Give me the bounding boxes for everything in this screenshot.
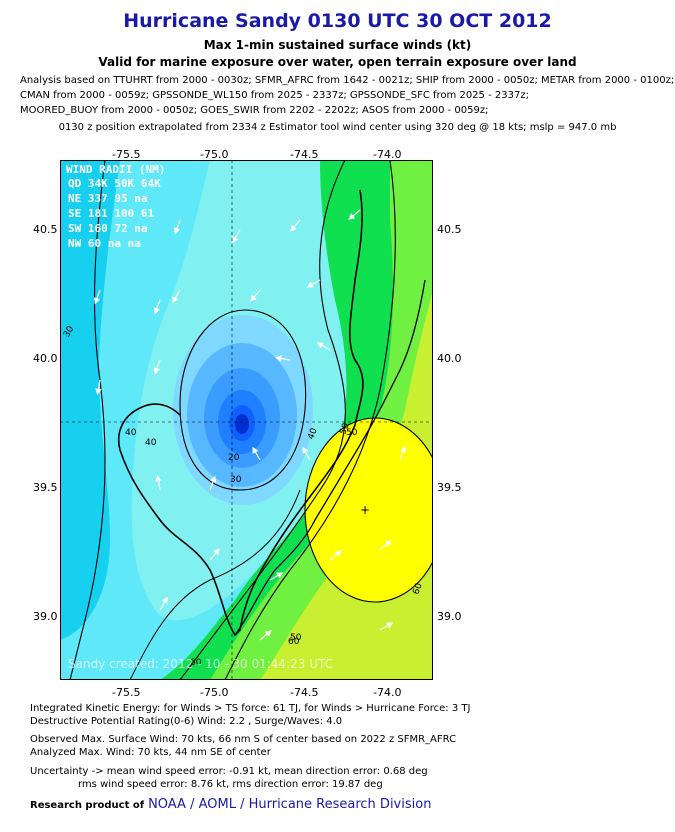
wind-radii-row: NE 337 95 na (68, 192, 147, 205)
wind-arrow-head (153, 307, 160, 315)
lon-tick-bottom: -75.0 (200, 686, 229, 699)
wind-radii-title: WIND RADII (NM) (66, 163, 165, 176)
creation-watermark: Sandy created: 2012 - 10 - 30 01:44:23 U… (68, 657, 333, 671)
wind-arrow-head (276, 572, 284, 579)
lon-tick-bottom: -74.5 (290, 686, 319, 699)
wind-arrow-head (153, 367, 160, 375)
research-label: Research product of (30, 800, 145, 811)
analysis-line: Analysis based on TTUHRT from 2000 - 003… (20, 75, 675, 86)
wind-arrow-head (400, 445, 407, 453)
wind-arrow-head (264, 630, 272, 637)
wind-arrow-head (306, 281, 314, 288)
contour-label: 60 (288, 637, 300, 647)
contour-label: 20 (228, 453, 240, 463)
wind-radii-row: SW 160 72 na (68, 222, 147, 235)
contour-label: 30 (230, 475, 242, 485)
lat-tick-right: 40.5 (437, 223, 462, 236)
lat-tick-right: 39.0 (437, 610, 462, 623)
research-org-link[interactable]: NOAA / AOML / Hurricane Research Divisio… (148, 797, 432, 812)
wind-arrow-head (155, 474, 162, 482)
contour-label: 50 (346, 428, 358, 438)
contour-label: 40 (145, 438, 157, 448)
contour-line (224, 160, 396, 680)
lon-tick-top: -75.5 (112, 148, 141, 161)
lon-tick-top: -75.0 (200, 148, 229, 161)
research-credit: Research product of NOAA / AOML / Hurrica… (30, 797, 431, 812)
wind-arrow-head (161, 596, 168, 604)
analysis-line: MOORED_BUOY from 2000 - 0050z; GOES_SWIR… (20, 105, 489, 116)
wind-arrow-head (93, 297, 100, 305)
analyzed-max-line: Analyzed Max. Wind: 70 kts, 44 nm SE of … (30, 747, 271, 758)
map-frame (60, 160, 433, 680)
wind-arrow-head (172, 296, 179, 304)
lon-tick-bottom: -75.5 (112, 686, 141, 699)
observed-max-line: Observed Max. Surface Wind: 70 kts, 66 n… (30, 734, 457, 745)
chart-title: Hurricane Sandy 0130 UTC 30 OCT 2012 (123, 10, 552, 32)
dpr-line: Destructive Potential Rating(0-6) Wind: … (30, 716, 343, 727)
position-note: 0130 z position extrapolated from 2334 z… (58, 122, 617, 133)
wind-arrow-head (232, 236, 239, 244)
validity-note: Valid for marine exposure over water, op… (98, 55, 577, 69)
wind-radii-header: QD 34K 50K 64K (68, 177, 161, 190)
storm-center (235, 414, 249, 434)
wind-vectors (93, 209, 407, 641)
contour-label: 50 (290, 633, 302, 643)
lat-tick-right: 39.5 (437, 481, 462, 494)
lat-tick-left: 39.0 (33, 610, 58, 623)
chart-subtitle: Max 1-min sustained surface winds (kt) (203, 38, 472, 52)
coastline-delaware-bay (234, 279, 426, 636)
wind-arrow-head (252, 446, 259, 454)
uncertainty-line: Uncertainty -> mean wind speed error: -0… (30, 766, 428, 777)
wind-arrow-head (334, 550, 342, 557)
lon-tick-top: -74.0 (373, 148, 402, 161)
analysis-line: CMAN from 2000 - 0059z; GPSSONDE_WL150 f… (20, 90, 529, 101)
lat-tick-left: 40.5 (33, 223, 58, 236)
lat-tick-left: 40.0 (33, 352, 58, 365)
contour-label: 40 (306, 427, 319, 441)
lon-tick-top: -74.5 (290, 148, 319, 161)
wind-arrow-head (290, 224, 297, 232)
analysis-sources: Analysis based on TTUHRT from 2000 - 003… (20, 73, 674, 118)
wind-field-map: + 30 40 50 60 20 40 50 30 60 60 40 50 WI… (60, 160, 433, 680)
wind-arrow-head (384, 540, 392, 547)
contour-label: 40 (125, 428, 137, 438)
ike-line: Integrated Kinetic Energy: for Winds > T… (30, 703, 471, 714)
wind-radii-row: NW 60 na na (68, 237, 141, 250)
wind-radii-row: SE 181 100 61 (68, 207, 154, 220)
contour-line (129, 489, 301, 680)
wind-arrow-head (250, 294, 257, 302)
wind-arrow-head (302, 446, 309, 454)
lon-tick-bottom: -74.0 (373, 686, 402, 699)
wind-arrow-head (95, 388, 102, 396)
rms-error-line: rms wind speed error: 8.76 kt, rms direc… (78, 779, 383, 790)
field-band-60 (305, 418, 433, 602)
contour-label: 60 (190, 658, 202, 668)
contour-label: 60 (411, 582, 424, 596)
wind-arrow-head (386, 622, 394, 629)
wind-arrow-head (210, 475, 217, 483)
max-wind-marker: + (360, 503, 370, 517)
wind-arrow-head (173, 227, 180, 235)
wind-arrow-head (316, 342, 324, 349)
wind-arrow-head (348, 213, 356, 220)
wind-arrow-head (213, 548, 220, 556)
lat-tick-right: 40.0 (437, 352, 462, 365)
wind-arrow-head (274, 355, 282, 362)
lat-tick-left: 39.5 (33, 481, 58, 494)
contour-label: 50 (338, 422, 351, 436)
coastline (118, 189, 364, 637)
